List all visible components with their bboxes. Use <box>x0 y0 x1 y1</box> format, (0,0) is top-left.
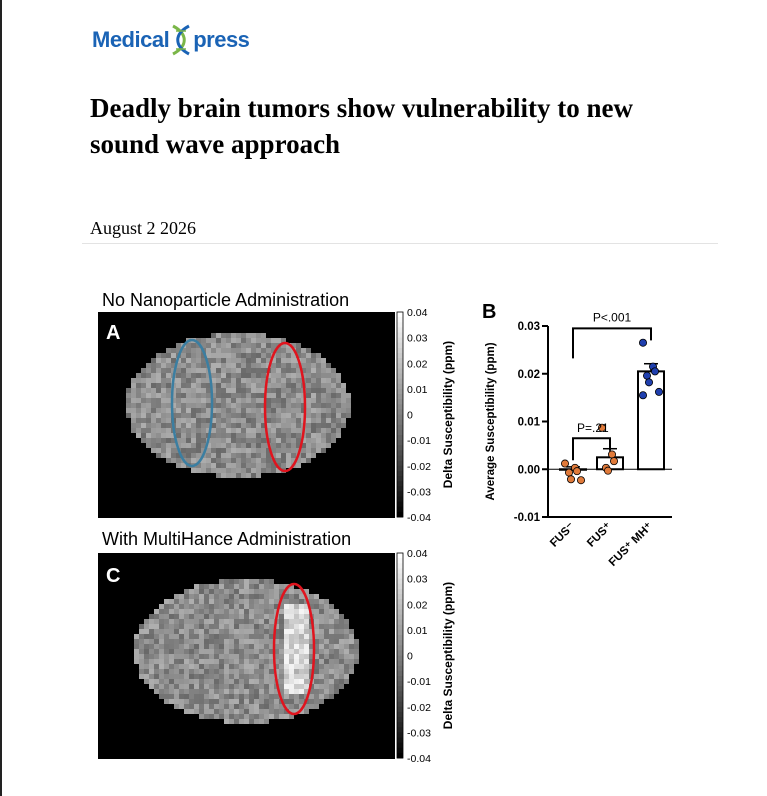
colorbar-frame <box>396 552 404 759</box>
medicalxpress-logo[interactable]: Medical press <box>92 24 250 56</box>
article-title: Deadly brain tumors show vulnerability t… <box>90 93 634 159</box>
y-tick-label: 0.01 <box>518 417 541 429</box>
colorbar-tick-label: -0.03 <box>407 727 431 739</box>
significance-label: P=.21 <box>577 421 609 435</box>
colorbar-tick-label: 0.03 <box>407 333 428 345</box>
data-point <box>604 466 613 475</box>
panel-b-letter: B <box>482 301 496 323</box>
y-tick-label: 0.00 <box>518 464 540 476</box>
colorbar-tick-label: 0 <box>407 651 413 663</box>
y-tick-label: -0.01 <box>514 512 541 524</box>
susceptibility-bar-chart: 0.03 0.02 0.01 0.00 -0.01 Average Susceptibil… <box>485 310 672 569</box>
data-point <box>639 338 648 347</box>
data-point <box>643 371 652 380</box>
data-point <box>655 387 664 396</box>
article-date: August 2 2026 <box>90 218 197 238</box>
data-point <box>598 423 607 432</box>
colorbar-tick-label: 0 <box>407 410 413 422</box>
data-point <box>608 450 617 459</box>
data-point <box>645 378 654 387</box>
y-tick-label: 0.03 <box>518 321 540 333</box>
significance-bracket <box>572 327 652 359</box>
data-point <box>561 459 570 468</box>
colorbar-axis-label: Delta Susceptibility (ppm) <box>441 582 455 729</box>
panel-c-colorbar: 0.04 0.03 0.02 0.01 0 -0.01 -0.02 -0.03 -0.04 Del… <box>396 548 455 765</box>
data-point <box>639 391 648 400</box>
panel-c-caption: With MultiHance Administration <box>102 529 351 549</box>
left-border <box>0 0 2 796</box>
panel-a-caption: No Nanoparticle Administration <box>102 290 349 310</box>
colorbar-tick-label: -0.02 <box>407 702 431 714</box>
y-tick-label: 0.02 <box>518 369 540 381</box>
panel-c-red-ellipse <box>272 582 316 716</box>
y-axis-label: Average Susceptibility (ppm) <box>485 342 497 500</box>
data-point <box>651 367 660 376</box>
colorbar-tick-label: 0.02 <box>407 358 428 370</box>
colorbar-tick-label: 0.01 <box>407 384 428 396</box>
panel-a-colorbar: 0.04 0.03 0.02 0.01 0 -0.01 -0.02 -0.03 -0.04 Del… <box>396 307 455 524</box>
header-divider <box>82 243 718 244</box>
colorbar-tick-label: -0.04 <box>407 753 431 765</box>
data-point <box>567 475 576 484</box>
data-point <box>610 457 619 466</box>
panel-a-blue-ellipse <box>170 338 214 468</box>
colorbar-tick-label: 0.03 <box>407 574 428 586</box>
data-point <box>573 467 582 476</box>
colorbar-tick-label: 0.04 <box>407 548 428 560</box>
panel-c-letter: C <box>106 565 120 587</box>
panel-a-brain-slice <box>126 333 351 478</box>
data-point <box>565 468 574 477</box>
panel-a-mri-image: A <box>98 312 395 518</box>
dna-x-icon <box>172 24 190 56</box>
panel-c-mri-image: C <box>98 553 395 759</box>
colorbar-tick-label: -0.01 <box>407 435 431 447</box>
x-tick-label: FUS⁺ <box>585 521 614 550</box>
colorbar-tick-label: 0.01 <box>407 625 428 637</box>
colorbar-tick-label: 0.04 <box>407 307 428 319</box>
x-tick-label: FUS⁺ MH⁺ <box>607 521 655 569</box>
panel-a-red-ellipse <box>263 341 307 473</box>
colorbar-tick-label: 0.02 <box>407 599 428 611</box>
significance-label: P<.001 <box>593 310 632 324</box>
colorbar-tick-label: -0.03 <box>407 486 431 498</box>
colorbar-tick-label: -0.02 <box>407 461 431 473</box>
colorbar-axis-label: Delta Susceptibility (ppm) <box>441 341 455 488</box>
logo-text-medical: Medical <box>92 27 170 52</box>
colorbar-tick-label: -0.01 <box>407 676 431 688</box>
x-tick-label: FUS⁻ <box>548 521 577 550</box>
significance-bracket <box>572 437 611 461</box>
colorbar-tick-label: -0.04 <box>407 512 431 524</box>
logo-text-press: press <box>193 27 250 52</box>
bar <box>637 370 665 471</box>
data-point <box>577 476 586 485</box>
colorbar-frame <box>396 311 404 518</box>
panel-a-letter: A <box>106 322 120 344</box>
